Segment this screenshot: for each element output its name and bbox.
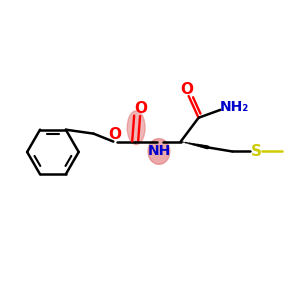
Text: O: O: [180, 82, 193, 97]
Text: NH: NH: [147, 145, 170, 158]
Ellipse shape: [127, 111, 145, 145]
Text: O: O: [135, 101, 148, 116]
Text: O: O: [108, 127, 121, 142]
Text: S: S: [250, 144, 262, 159]
Text: NH₂: NH₂: [220, 100, 249, 114]
Ellipse shape: [148, 139, 170, 164]
